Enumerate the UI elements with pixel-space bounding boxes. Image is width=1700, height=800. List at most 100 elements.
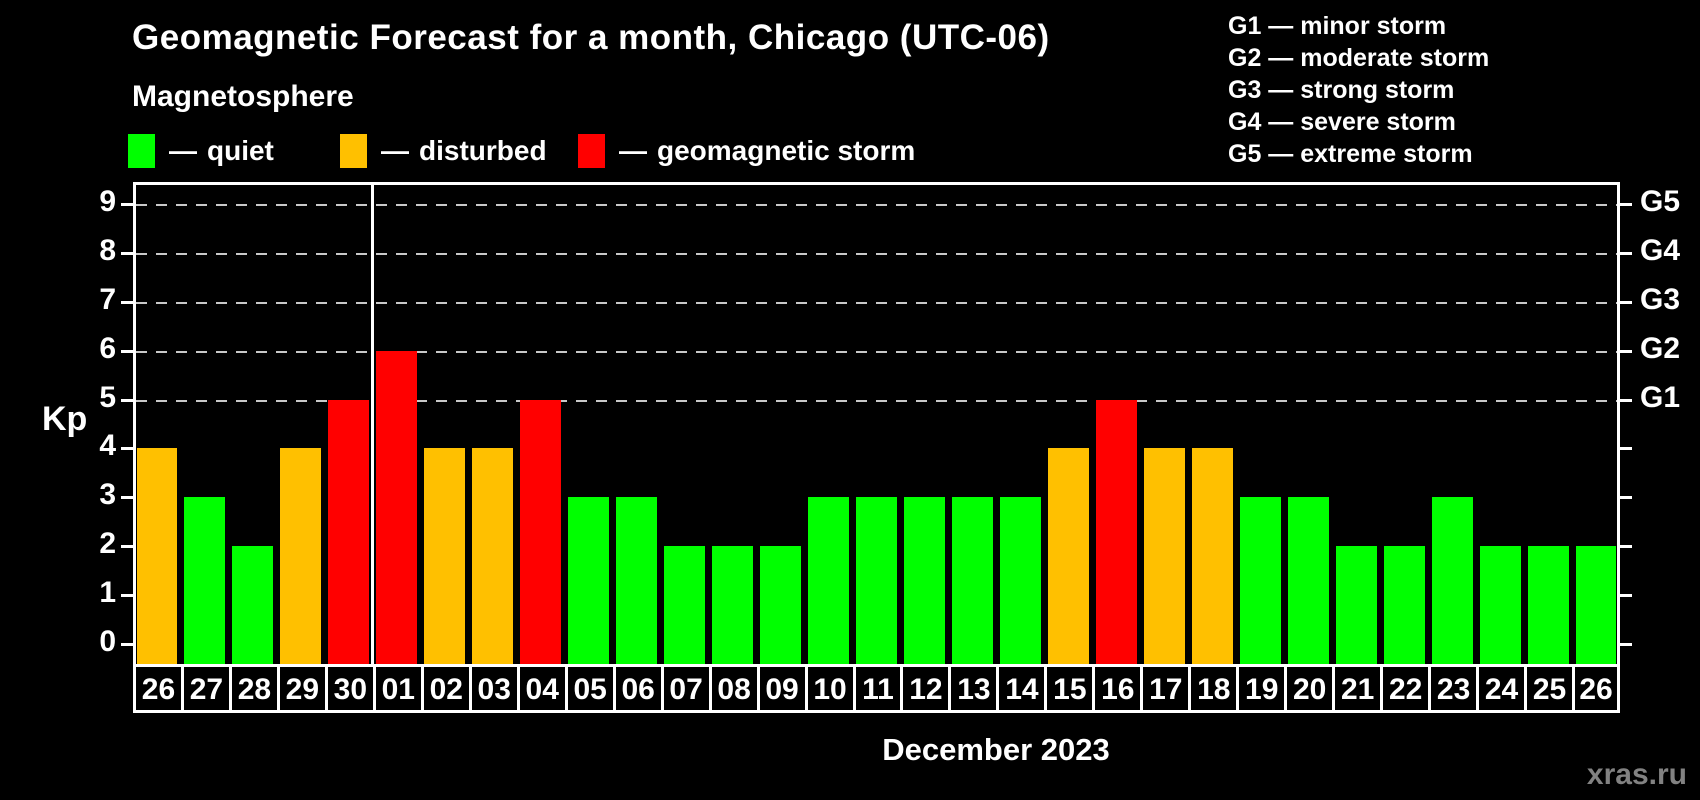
kp-bar-day-10 [808,497,849,664]
day-label-cell: 18 [1188,667,1236,713]
kp-bar-day-19 [1239,497,1281,664]
kp-bar-day-20 [1287,497,1329,664]
kp-tick-3 [121,496,133,500]
day-label-cell: 29 [276,667,325,713]
day-label-cell: 01 [372,667,421,713]
day-label-cell: 12 [900,667,948,713]
day-label-cell: 30 [324,667,373,713]
day-label-cell: 06 [612,667,661,713]
g-axis-tick-9 [1620,202,1632,206]
g-axis-tick-5 [1620,398,1632,402]
kp-bar-day-09 [760,546,802,664]
g-legend-line-g1: G1 — minor storm [1228,12,1447,40]
day-label-cell: 08 [708,667,757,713]
kp-status-legend: — quiet — disturbed — geomagnetic storm [0,134,1000,170]
g-axis-tick-2 [1620,545,1632,549]
day-label-cell: 23 [1428,667,1476,713]
watermark: xras.ru [1586,758,1687,791]
g-axis-label-g1: G1 [1640,380,1681,414]
kp-bar-day-13 [951,497,993,664]
day-label-cell: 07 [660,667,709,713]
day-label-cell: 17 [1140,667,1188,713]
g-axis-tick-4 [1620,447,1632,451]
kp-tick-4 [121,447,133,451]
kp-bar-day-21 [1335,546,1377,664]
day-label-cell: 03 [468,667,517,713]
kp-bar-day-30 [328,399,370,664]
legend-label: disturbed [419,135,547,166]
day-label-cell: 02 [420,667,469,713]
day-label-cell: 26 [133,667,181,713]
g-axis-label-g4: G4 [1640,233,1681,267]
kp-bar-day-18 [1191,448,1233,664]
g-legend-line-g3: G3 — strong storm [1228,76,1455,104]
kp-bar-day-26 [1575,546,1617,664]
kp-tick-label-9: 9 [99,184,116,218]
g-axis-tick-8 [1620,251,1632,255]
kp-bar-day-16 [1095,399,1137,664]
gridline-kp7 [136,301,1617,304]
kp-tick-8 [121,251,133,255]
kp-tick-label-2: 2 [99,527,116,561]
kp-bar-day-26 [136,448,178,664]
g-axis-tick-3 [1620,496,1632,500]
g-axis-label-g2: G2 [1640,331,1681,365]
legend-dash: — [381,135,409,166]
kp-tick-label-0: 0 [99,625,116,658]
kp-axis-title: Kp [42,400,88,438]
day-label-cell: 11 [852,667,901,713]
kp-tick-label-3: 3 [99,478,116,512]
legend-swatch-storm-icon [578,134,605,168]
day-label-cell: 10 [804,667,853,713]
chart-subtitle: Magnetosphere [132,80,354,113]
g-axis-tick-0 [1620,643,1632,646]
kp-bar-day-12 [903,497,945,664]
kp-bar-day-17 [1143,448,1185,664]
g-legend-line-g2: G2 — moderate storm [1228,44,1490,72]
kp-bar-day-08 [712,546,754,664]
day-label-cell: 26 [1572,667,1620,713]
g-scale-legend: G1 — minor storm G2 — moderate storm G3 — … [1228,10,1489,170]
kp-tick-label-8: 8 [99,233,116,267]
day-label-cell: 13 [948,667,996,713]
kp-tick-label-6: 6 [99,331,116,365]
kp-bar-day-06 [616,497,658,664]
plot-area [133,182,1620,667]
kp-tick-label-5: 5 [99,380,116,414]
kp-tick-1 [121,594,133,598]
g-axis-label-g5: G5 [1640,184,1681,218]
day-label-cell: 04 [516,667,565,713]
g-legend-line-g5: G5 — extreme storm [1228,140,1473,168]
day-label-cell: 09 [756,667,805,713]
legend-item-storm: — geomagnetic storm [578,134,915,168]
legend-label: geomagnetic storm [657,135,916,166]
kp-bar-day-28 [232,546,274,664]
gridline-kp5 [136,399,1617,402]
kp-tick-label-7: 7 [99,282,116,316]
day-label-cell: 20 [1284,667,1332,713]
g-axis-label-g3: G3 [1640,282,1681,316]
gridline-kp9 [136,203,1617,206]
kp-bar-day-11 [856,497,897,664]
day-label-cell: 16 [1092,667,1140,713]
kp-tick-5 [121,398,133,402]
kp-bar-day-23 [1431,497,1473,664]
chart-title: Geomagnetic Forecast for a month, Chicag… [132,18,1050,57]
kp-bar-day-07 [664,546,706,664]
day-label-cell: 15 [1044,667,1092,713]
kp-bar-day-01 [376,350,418,664]
kp-tick-7 [121,300,133,304]
kp-bar-day-02 [424,448,466,664]
legend-item-quiet: — quiet [128,134,274,168]
day-label-row: 26 27 28 29 30 01 02 03 04 05 06 07 08 09 10 11 12 13 14 15… [133,667,1620,713]
kp-bar-day-24 [1479,546,1521,664]
kp-tick-label-4: 4 [99,429,116,463]
legend-dash: — [619,135,647,166]
kp-tick-2 [121,545,133,549]
kp-tick-6 [121,349,133,353]
kp-bar-day-14 [999,497,1041,664]
month-divider-line [371,185,375,664]
legend-dash: — [169,135,197,166]
legend-swatch-disturbed-icon [340,134,367,168]
